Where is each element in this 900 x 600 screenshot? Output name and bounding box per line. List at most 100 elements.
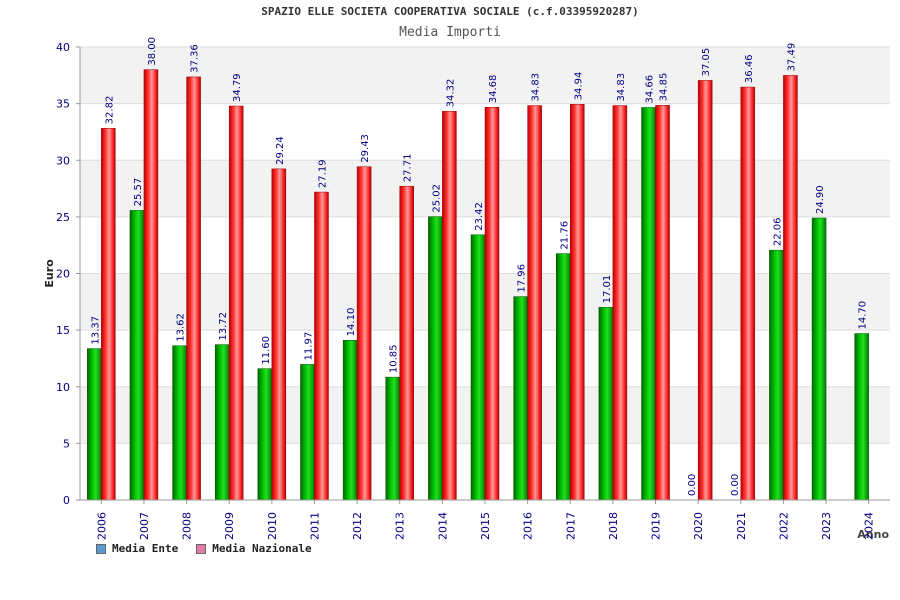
bar-media-nazionale[interactable] xyxy=(228,105,244,501)
data-label-media-ente: 0.00 xyxy=(687,474,698,496)
bar-media-ente[interactable] xyxy=(428,216,443,501)
bar-media-ente[interactable] xyxy=(470,234,486,501)
x-tick-label: 2021 xyxy=(735,512,748,540)
bar-media-nazionale[interactable] xyxy=(740,86,756,501)
bar-media-nazionale[interactable] xyxy=(314,191,329,501)
legend-swatch-media-ente xyxy=(96,543,106,554)
data-label-media-ente: 23.42 xyxy=(474,202,485,231)
data-label-media-nazionale: 34.94 xyxy=(573,72,584,101)
bar-media-ente[interactable] xyxy=(300,364,315,501)
data-label-media-nazionale: 27.19 xyxy=(317,159,328,188)
data-label-media-ente: 24.90 xyxy=(815,185,826,214)
x-tick-label: 2017 xyxy=(564,512,577,540)
x-tick-label: 2022 xyxy=(777,512,790,540)
data-label-media-nazionale: 34.32 xyxy=(445,79,456,108)
bar-media-nazionale[interactable] xyxy=(783,75,798,501)
legend-label-media-nazionale: Media Nazionale xyxy=(212,542,312,555)
bar-media-ente[interactable] xyxy=(342,340,358,501)
x-tick-label: 2009 xyxy=(223,512,236,540)
bar-media-nazionale[interactable] xyxy=(655,105,670,501)
x-axis-label: Anno xyxy=(857,528,889,541)
y-tick-label: 20 xyxy=(56,268,70,281)
data-label-media-nazionale: 37.05 xyxy=(701,48,712,77)
bar-media-ente[interactable] xyxy=(556,253,571,501)
chart-subtitle: Media Importi xyxy=(399,25,501,40)
data-label-media-ente: 11.60 xyxy=(261,336,272,365)
bar-media-nazionale[interactable] xyxy=(570,104,585,501)
bar-media-ente[interactable] xyxy=(641,107,656,501)
x-tick-label: 2010 xyxy=(266,512,279,540)
bar-media-nazionale[interactable] xyxy=(271,168,287,501)
bar-media-ente[interactable] xyxy=(513,296,528,501)
data-label-media-ente: 13.62 xyxy=(176,313,187,342)
bar-media-ente[interactable] xyxy=(129,210,145,501)
legend-item-media-ente[interactable]: Media Ente xyxy=(96,542,178,555)
bar-media-ente[interactable] xyxy=(598,307,614,501)
legend-label-media-ente: Media Ente xyxy=(112,542,179,555)
data-label-media-ente: 13.72 xyxy=(218,312,229,341)
x-tick-label: 2013 xyxy=(394,512,407,540)
data-label-media-ente: 34.66 xyxy=(645,75,656,104)
x-tick-label: 2024 xyxy=(863,512,876,540)
data-label-media-nazionale: 34.83 xyxy=(616,73,627,102)
bar-media-ente[interactable] xyxy=(769,249,784,501)
data-label-media-nazionale: 36.46 xyxy=(744,54,755,83)
y-tick-label: 30 xyxy=(56,154,70,167)
data-label-media-nazionale: 29.24 xyxy=(275,136,286,165)
data-label-media-ente: 25.57 xyxy=(133,178,144,207)
data-label-media-ente: 22.06 xyxy=(772,218,783,247)
x-tick-label: 2011 xyxy=(308,512,321,540)
y-tick-label: 15 xyxy=(56,324,70,337)
grid-band xyxy=(80,47,890,104)
data-label-media-nazionale: 37.36 xyxy=(190,44,201,73)
bar-media-ente[interactable] xyxy=(257,368,273,501)
x-tick-label: 2012 xyxy=(351,512,364,540)
bar-media-nazionale[interactable] xyxy=(484,106,500,501)
data-label-media-nazionale: 34.68 xyxy=(488,75,499,104)
data-label-media-nazionale: 34.79 xyxy=(232,73,243,102)
data-label-media-ente: 0.00 xyxy=(730,474,741,496)
y-axis-label: Euro xyxy=(43,259,56,288)
bar-media-ente[interactable] xyxy=(811,217,827,501)
chart-legend: Media Ente Media Nazionale xyxy=(96,542,312,555)
bar-media-nazionale[interactable] xyxy=(612,105,628,501)
bar-media-ente[interactable] xyxy=(385,376,400,501)
bar-media-ente[interactable] xyxy=(214,344,230,501)
data-label-media-ente: 13.37 xyxy=(90,316,101,345)
y-tick-label: 10 xyxy=(56,381,70,394)
data-label-media-ente: 25.02 xyxy=(431,184,442,213)
y-tick-label: 40 xyxy=(56,41,70,54)
bar-media-nazionale[interactable] xyxy=(101,128,116,501)
data-label-media-ente: 17.01 xyxy=(602,275,613,304)
data-label-media-nazionale: 37.49 xyxy=(786,43,797,72)
legend-item-media-nazionale[interactable]: Media Nazionale xyxy=(196,542,312,555)
data-label-media-ente: 17.96 xyxy=(517,264,528,293)
bar-media-nazionale[interactable] xyxy=(186,76,201,501)
bar-media-nazionale[interactable] xyxy=(697,80,713,501)
bar-media-ente[interactable] xyxy=(87,348,102,501)
data-label-media-nazionale: 34.83 xyxy=(531,73,542,102)
x-tick-label: 2018 xyxy=(607,512,620,540)
data-label-media-ente: 14.70 xyxy=(858,301,869,330)
bar-media-nazionale[interactable] xyxy=(442,111,457,501)
data-label-media-ente: 21.76 xyxy=(559,221,570,250)
x-tick-label: 2019 xyxy=(650,512,663,540)
data-label-media-ente: 14.10 xyxy=(346,308,357,337)
bar-media-nazionale[interactable] xyxy=(143,69,159,501)
legend-swatch-media-nazionale xyxy=(196,543,207,554)
bar-media-nazionale[interactable] xyxy=(399,185,414,501)
bar-media-nazionale[interactable] xyxy=(356,166,372,501)
y-tick-label: 35 xyxy=(56,98,70,111)
data-label-media-nazionale: 27.71 xyxy=(403,154,414,183)
data-label-media-ente: 10.85 xyxy=(389,344,400,373)
bar-media-ente[interactable] xyxy=(172,345,187,501)
bar-media-ente[interactable] xyxy=(854,333,869,501)
data-label-media-nazionale: 38.00 xyxy=(147,37,158,66)
data-label-media-nazionale: 29.43 xyxy=(360,134,371,163)
bar-media-nazionale[interactable] xyxy=(527,105,542,501)
data-label-media-nazionale: 34.85 xyxy=(659,73,670,102)
x-tick-label: 2007 xyxy=(138,512,151,540)
x-tick-label: 2016 xyxy=(522,512,535,540)
x-tick-label: 2023 xyxy=(820,512,833,540)
